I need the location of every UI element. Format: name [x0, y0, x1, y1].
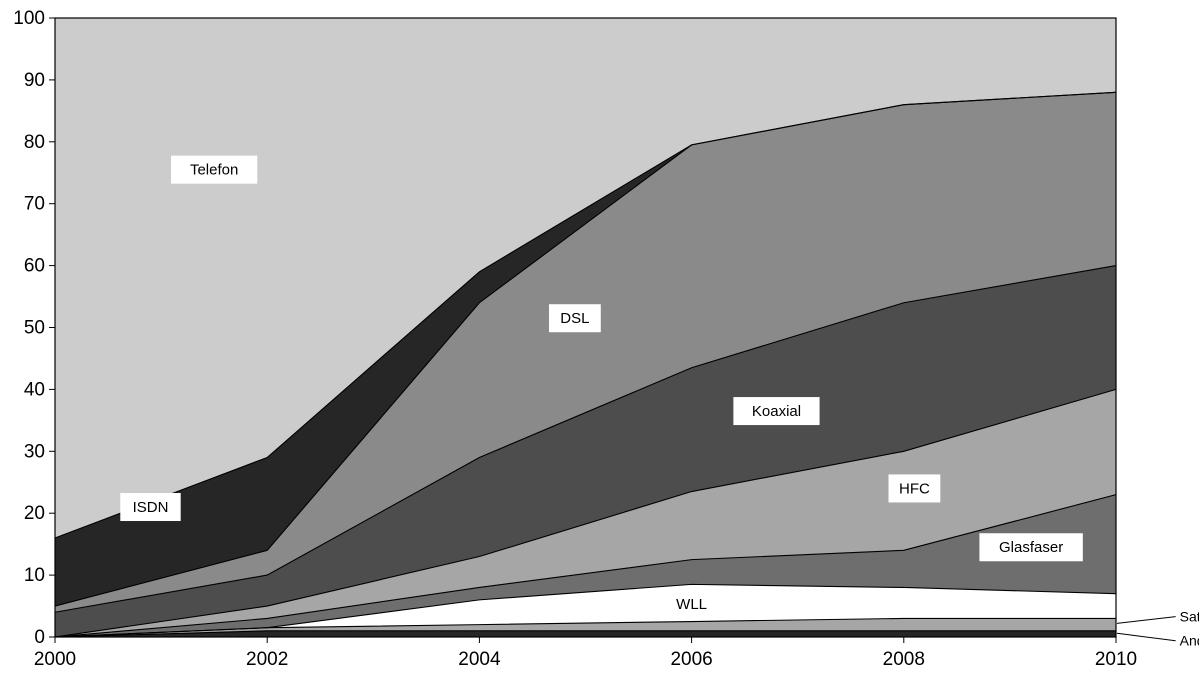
line-andere: [54, 630, 1116, 638]
area-hfc: [55, 389, 1116, 637]
area-layers: [55, 18, 1116, 637]
x-tick-label: 2006: [670, 649, 712, 670]
label-box-dsl: [548, 304, 601, 333]
x-tick-label: 2002: [246, 649, 288, 670]
x-tick-label: 2010: [1095, 649, 1137, 670]
label-wll: WLL: [676, 596, 707, 613]
label-andere: Andere: [1180, 633, 1199, 649]
y-tick-label: 0: [34, 627, 45, 648]
y-tick-label: 50: [24, 318, 45, 339]
label-dsl: DSL: [560, 310, 589, 327]
y-tick-label: 20: [24, 503, 45, 524]
label-glasfaser: Glasfaser: [999, 539, 1063, 556]
label-satellit: Satellit: [1180, 609, 1199, 625]
x-axis: 2000 2002 2004 2006 2008 2010: [34, 637, 1137, 670]
y-tick-label: 100: [13, 8, 45, 29]
area-isdn: [55, 92, 1116, 607]
boundary-lines: [54, 91, 1117, 638]
label-isdn: ISDN: [133, 499, 169, 516]
label-hfc: HFC: [899, 480, 930, 497]
y-tick-label: 30: [24, 441, 45, 462]
area-koaxial: [55, 265, 1116, 637]
y-axis: 0 10 20 30 40 50 60 70 80 90 100: [13, 8, 55, 648]
series-labels: Telefon ISDN DSL Koaxial HFC Glasfaser WLL Sate…: [120, 155, 1199, 649]
label-box-hfc: [888, 474, 941, 503]
line-glasfaser: [54, 494, 1117, 638]
y-tick-label: 80: [24, 132, 45, 153]
leader-satellit: [1116, 616, 1176, 624]
leader-andere: [1116, 632, 1176, 642]
label-telefon: Telefon: [190, 162, 238, 179]
y-tick-label: 70: [24, 194, 45, 215]
y-tick-label: 40: [24, 379, 45, 400]
line-koaxial: [54, 265, 1117, 613]
area-glasfaser: [55, 494, 1116, 637]
area-telefon: [55, 18, 1116, 538]
line-hfc: [54, 388, 1117, 638]
y-tick-label: 60: [24, 256, 45, 277]
label-box-glasfaser: [979, 533, 1083, 562]
x-tick-label: 2004: [458, 649, 501, 670]
line-wll: [54, 583, 1117, 638]
area-dsl: [55, 92, 1116, 613]
area-wll: [55, 584, 1116, 637]
y-tick-label: 10: [24, 565, 45, 586]
area-andere: [55, 630, 1116, 637]
label-box-isdn: [120, 493, 181, 522]
line-isdn: [54, 91, 1117, 539]
area-satellit: [55, 618, 1116, 637]
label-box-telefon: [171, 155, 258, 184]
x-tick-label: 2000: [34, 649, 76, 670]
y-tick-label: 90: [24, 70, 45, 91]
x-tick-label: 2008: [883, 649, 925, 670]
label-koaxial: Koaxial: [752, 403, 801, 420]
label-box-koaxial: [733, 397, 820, 426]
